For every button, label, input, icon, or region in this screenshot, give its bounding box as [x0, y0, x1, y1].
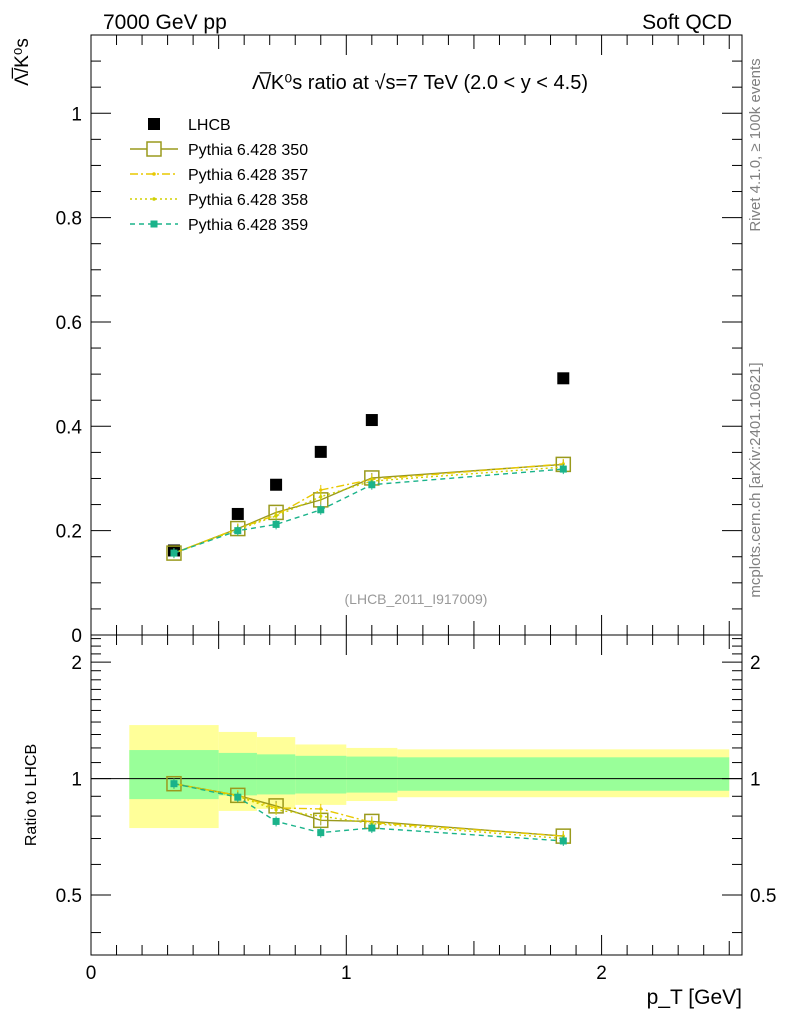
y-axis-label: Λ̅/K⁰s [12, 38, 33, 86]
ratio-y-tick-label-right: 0.5 [750, 886, 776, 907]
main-series [166, 372, 572, 561]
ratio-bands [91, 725, 742, 829]
point-lhcb [270, 478, 283, 491]
legend-label: Pythia 6.428 359 [188, 217, 308, 234]
band-inner-2 [256, 754, 296, 795]
band-inner-0 [129, 750, 219, 800]
legend-marker-lhcb [148, 118, 160, 130]
series-line [173, 783, 564, 837]
legend-marker [150, 220, 158, 228]
point-square [317, 829, 325, 837]
point-dot [319, 488, 323, 492]
point-dot [274, 514, 278, 518]
point-dot [319, 807, 323, 811]
point-square [559, 837, 567, 845]
band-inner-5 [397, 757, 730, 791]
main-axis-ticks: 0 0.2 0.4 0.6 0.8 1 0 1 2 [56, 35, 742, 984]
series-line [173, 468, 564, 554]
ratio-y-tick-label: 1 [71, 770, 82, 791]
x-tick-label: 2 [596, 963, 607, 984]
point-dot [319, 814, 323, 818]
point-square [368, 824, 376, 832]
legend-label: Pythia 6.428 358 [188, 192, 308, 209]
point-lhcb [365, 414, 378, 427]
header-right: Soft QCD [642, 11, 732, 34]
point-square [234, 793, 242, 801]
point-square [559, 465, 567, 473]
point-square [317, 506, 325, 514]
x-axis-label: p_T [GeV] [647, 986, 742, 1009]
chart-title: Λ̅/K⁰s ratio at √s=7 TeV (2.0 < y < 4.5) [252, 71, 588, 94]
legend-marker [152, 172, 156, 176]
point-lhcb [314, 445, 327, 458]
header-left: 7000 GeV pp [103, 11, 227, 34]
y-tick-label: 0.2 [56, 522, 82, 543]
y-tick-label: 0.8 [56, 209, 82, 230]
y-tick-label: 0.6 [56, 313, 82, 334]
point-open-square [166, 775, 182, 792]
legend-label: Pythia 6.428 357 [188, 167, 308, 184]
mcplots-label: mcplots.cern.ch [arXiv:2401.10621] [747, 362, 764, 597]
x-tick-label: 1 [341, 963, 352, 984]
ratio-panel-frame [90, 634, 743, 956]
ratio-y-tick-label: 0.5 [56, 886, 82, 907]
y-tick-label: 1 [71, 104, 82, 125]
ratio-axis-ticks: 0.5 0.5 1 1 2 2 [56, 638, 776, 934]
ratio-y-tick-label-right: 2 [750, 653, 761, 674]
point-lhcb [231, 507, 244, 520]
analysis-label: (LHCB_2011_I917009) [345, 591, 488, 607]
point-open-square [166, 545, 182, 561]
point-dot [319, 495, 323, 499]
band-inner-3 [295, 755, 347, 794]
point-square [170, 780, 178, 788]
rivet-label: Rivet 4.1.0, ≥ 100k events [747, 58, 764, 231]
point-square [234, 527, 242, 535]
legend-marker [146, 141, 162, 157]
series-line [173, 463, 564, 554]
y-tick-label: 0 [71, 626, 82, 647]
legend-label: Pythia 6.428 350 [188, 142, 308, 159]
legend-label: LHCB [188, 117, 231, 134]
point-square [368, 481, 376, 489]
series-line [173, 466, 564, 554]
point-lhcb [557, 372, 570, 385]
legend-marker [152, 197, 156, 201]
ratio-series [166, 775, 572, 846]
point-square [272, 520, 280, 528]
point-dot [274, 808, 278, 812]
series-line [173, 783, 564, 842]
series-line [173, 463, 564, 554]
x-tick-label: 0 [86, 963, 97, 984]
ratio-y-axis-label: Ratio to LHCB [23, 744, 40, 846]
legend: LHCB Pythia 6.428 350 Pythia 6.428 357 Pyth… [130, 117, 308, 234]
band-inner-4 [346, 756, 398, 793]
y-tick-label: 0.4 [56, 417, 83, 438]
point-square [170, 549, 178, 557]
ratio-y-tick-label-right: 1 [750, 770, 761, 791]
ratio-y-tick-label: 2 [71, 653, 82, 674]
point-square [272, 817, 280, 825]
